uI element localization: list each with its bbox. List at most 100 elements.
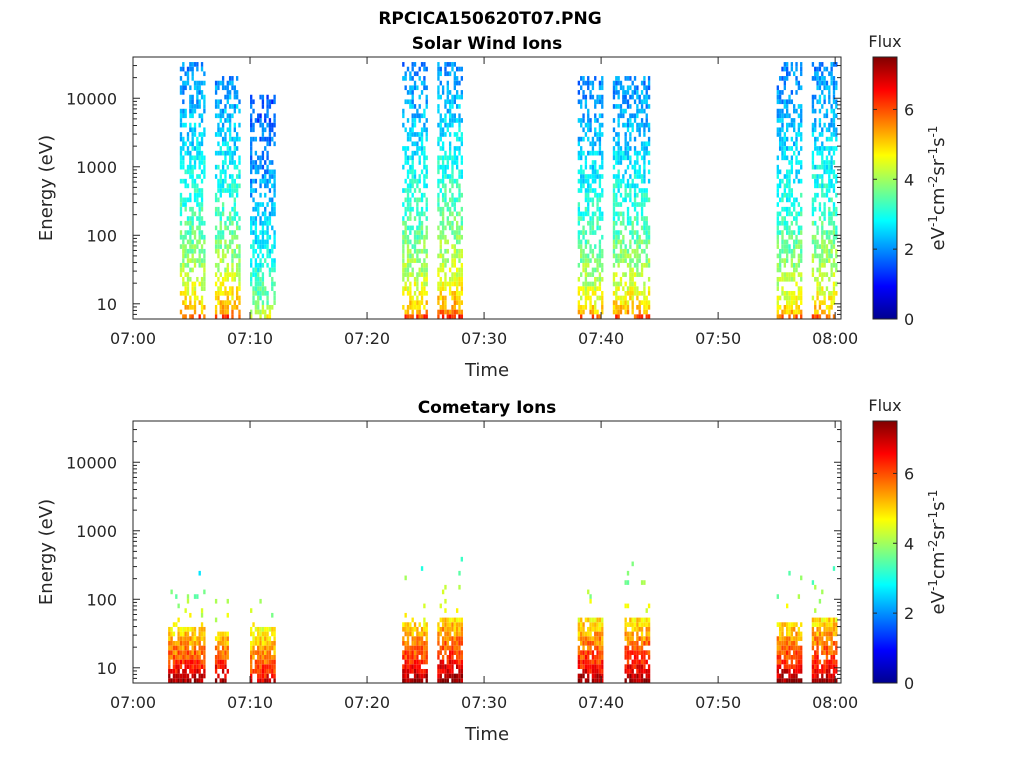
heatmap-cell: [219, 169, 222, 175]
heatmap-cell: [217, 183, 220, 189]
heatmap-cell: [448, 636, 452, 641]
heatmap-cell: [636, 244, 639, 249]
heatmap-cell: [261, 631, 265, 637]
heatmap-cell: [638, 650, 641, 655]
heatmap-cell: [594, 640, 597, 646]
heatmap-cell: [790, 258, 794, 263]
heatmap-cell: [624, 132, 627, 137]
heatmap-cell: [640, 300, 644, 305]
heatmap-cell: [196, 202, 199, 207]
heatmap-cell: [273, 183, 276, 189]
heatmap-cell: [828, 309, 831, 315]
heatmap-cell: [458, 253, 461, 259]
heatmap-cell: [458, 636, 461, 641]
heatmap-cell: [816, 626, 819, 632]
heatmap-cell: [273, 239, 276, 245]
heatmap-cell: [451, 104, 454, 109]
heatmap-cell: [219, 113, 222, 119]
heatmap-cell: [601, 640, 604, 646]
heatmap-cell: [783, 76, 786, 81]
heatmap-cell: [193, 286, 197, 291]
heatmap-cell: [189, 99, 192, 105]
heatmap-cell: [783, 244, 786, 249]
heatmap-cell: [577, 626, 581, 632]
heatmap-cell: [626, 654, 630, 660]
heatmap-cell: [800, 622, 803, 627]
heatmap-cell: [582, 216, 585, 221]
heatmap-cell: [418, 188, 421, 193]
heatmap-cell: [594, 150, 597, 156]
heatmap-cell: [203, 276, 206, 282]
heatmap-cell: [446, 216, 449, 221]
heatmap-cell: [790, 99, 794, 105]
heatmap-cell: [612, 253, 616, 259]
heatmap-cell: [446, 164, 449, 170]
heatmap-cell: [200, 636, 204, 641]
heatmap-cell: [198, 673, 201, 679]
heatmap-cell: [200, 206, 204, 212]
heatmap-cell: [643, 230, 646, 235]
heatmap-cell: [629, 216, 632, 221]
heatmap-cell: [250, 220, 253, 226]
heatmap-cell: [266, 290, 269, 296]
heatmap-cell: [629, 258, 632, 263]
heatmap-cell: [453, 645, 456, 651]
heatmap-cell: [832, 90, 836, 95]
heatmap-cell: [423, 239, 426, 245]
heatmap-cell: [437, 197, 440, 203]
heatmap-cell: [168, 626, 171, 632]
burst-4: [437, 556, 464, 683]
heatmap-cell: [425, 636, 428, 641]
burst-2: [250, 94, 276, 319]
heatmap-cell: [268, 127, 272, 133]
heatmap-cell: [814, 640, 817, 646]
heatmap-cell: [416, 309, 419, 315]
heatmap-cell: [624, 281, 627, 287]
heatmap-cell: [821, 248, 824, 254]
heatmap-cell: [259, 258, 262, 263]
heatmap-cell: [594, 276, 597, 282]
heatmap-cell: [624, 141, 627, 147]
heatmap-cell: [643, 640, 646, 646]
heatmap-cell: [591, 654, 595, 660]
heatmap-cell: [193, 594, 197, 599]
heatmap-cell: [781, 645, 784, 651]
heatmap-cell: [800, 178, 803, 184]
heatmap-cell: [420, 132, 424, 137]
heatmap-cell: [636, 678, 639, 683]
heatmap-cell: [629, 244, 632, 249]
heatmap-cell: [238, 295, 241, 301]
heatmap-cell: [175, 668, 178, 674]
heatmap-cell: [254, 216, 258, 221]
heatmap-cell: [640, 99, 644, 105]
heatmap-cell: [271, 183, 274, 189]
heatmap-cell: [189, 169, 192, 175]
heatmap-cell: [624, 617, 627, 623]
heatmap-cell: [418, 640, 421, 646]
heatmap-cell: [250, 113, 253, 119]
heatmap-cell: [612, 304, 616, 310]
heatmap-cell: [437, 253, 440, 259]
heatmap-cell: [444, 276, 447, 282]
heatmap-cell: [601, 300, 604, 305]
heatmap-cell: [217, 211, 220, 217]
heatmap-cell: [217, 197, 220, 203]
heatmap-cell: [193, 300, 197, 305]
heatmap-cell: [828, 174, 831, 179]
heatmap-cell: [191, 76, 194, 81]
heatmap-cell: [271, 654, 274, 660]
heatmap-cell: [580, 99, 583, 105]
heatmap-cell: [582, 80, 585, 86]
heatmap-cell: [252, 197, 255, 203]
heatmap-cell: [228, 300, 232, 305]
heatmap-cell: [228, 104, 232, 109]
heatmap-cell: [797, 178, 801, 184]
heatmap-cell: [250, 673, 253, 679]
heatmap-cell: [786, 603, 789, 609]
heatmap-cell: [633, 150, 637, 156]
heatmap-cell: [598, 253, 602, 259]
heatmap-cell: [458, 622, 461, 627]
heatmap-cell: [184, 645, 187, 651]
heatmap-cell: [437, 136, 440, 142]
heatmap-cell: [184, 281, 187, 287]
